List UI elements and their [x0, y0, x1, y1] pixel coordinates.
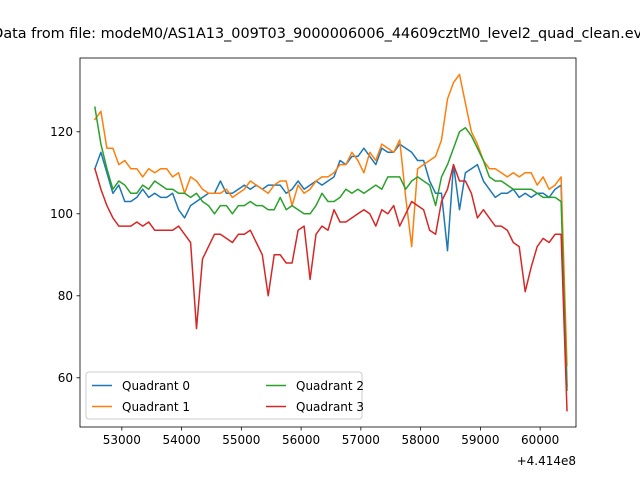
y-tick-label: 80	[58, 289, 73, 303]
series-layer	[93, 73, 568, 412]
legend: Quadrant 0 Quadrant 1 Quadrant 2 Quadrant 3	[85, 371, 364, 420]
legend-box	[85, 371, 363, 420]
x-tick-label: 57000	[342, 433, 380, 447]
x-tick-label: 58000	[402, 433, 440, 447]
series-line-quadrant-0	[93, 143, 568, 387]
legend-label-quadrant-0: Quadrant 0	[122, 379, 190, 393]
y-tick-label: 60	[58, 371, 73, 385]
x-tick-label: 59000	[461, 433, 499, 447]
plot-background	[80, 58, 576, 427]
series-line-quadrant-2	[94, 106, 568, 391]
x-tick-label: 55000	[222, 433, 260, 447]
legend-label-quadrant-2: Quadrant 2	[296, 379, 364, 393]
legend-label-quadrant-1: Quadrant 1	[122, 400, 190, 414]
plot-area	[80, 58, 576, 427]
legend-label-quadrant-3: Quadrant 3	[296, 400, 364, 414]
series-line-quadrant-3	[93, 163, 568, 412]
series-line-quadrant-1	[93, 73, 568, 367]
axes-layer: 53000 54000 55000 56000 57000 58000 59000 60000…	[50, 57, 577, 447]
x-tick-label: 53000	[103, 433, 141, 447]
axes-frame	[79, 57, 577, 428]
y-tick-label: 100	[50, 207, 73, 221]
x-offset-label: +4.414e8	[517, 454, 576, 468]
x-tick-label: 60000	[521, 433, 559, 447]
x-tick-label: 56000	[282, 433, 320, 447]
y-tick-label: 120	[50, 125, 73, 139]
chart-title: Data from file: modeM0/AS1A13_009T03_900…	[0, 26, 640, 42]
x-tick-label: 54000	[162, 433, 200, 447]
